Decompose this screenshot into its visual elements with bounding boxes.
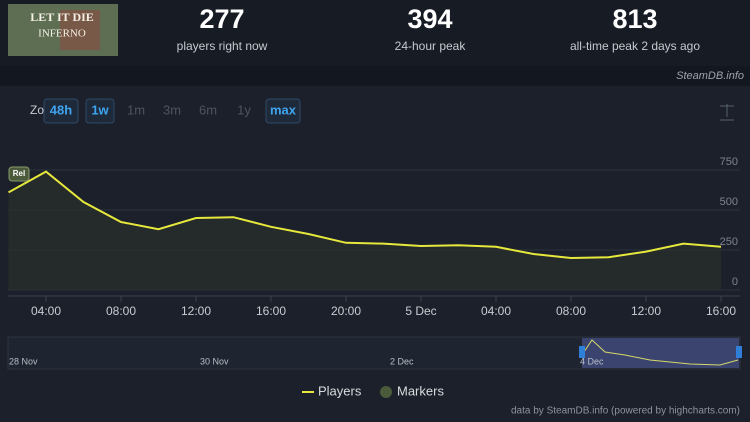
x-tick-label: 16:00 xyxy=(256,304,286,318)
navigator-label: 4 Dec xyxy=(580,356,604,366)
stat-label: 24-hour peak xyxy=(395,39,467,53)
zoom-button-label[interactable]: 3m xyxy=(163,102,181,117)
y-tick-label: 500 xyxy=(720,196,738,208)
marker-label[interactable]: Rel xyxy=(13,169,25,178)
logo-art xyxy=(60,10,100,50)
x-tick-label: 16:00 xyxy=(706,304,736,318)
stat-label: all-time peak 2 days ago xyxy=(570,39,700,53)
zoom-button[interactable] xyxy=(43,98,79,124)
x-tick-label: 12:00 xyxy=(181,304,211,318)
zoom-button-label[interactable]: 48h xyxy=(50,102,72,117)
zoom-button-label[interactable]: 1w xyxy=(91,102,109,117)
y-tick-label: 750 xyxy=(720,156,738,168)
source[interactable]: SteamDB.info xyxy=(676,70,744,82)
navigator-label: 2 Dec xyxy=(390,356,414,366)
x-tick-label: 5 Dec xyxy=(405,304,436,318)
x-tick-label: 20:00 xyxy=(331,304,361,318)
zoom-button-label[interactable]: 6m xyxy=(199,102,217,117)
navigator-line xyxy=(583,339,739,366)
x-tick-label: 04:00 xyxy=(31,304,61,318)
zoom-button[interactable] xyxy=(85,98,115,124)
stat-value: 813 xyxy=(612,4,657,34)
logo-text: INFERNO xyxy=(38,28,86,40)
legend-label[interactable]: Markers xyxy=(397,383,444,398)
x-tick-label: 12:00 xyxy=(631,304,661,318)
logo-text: LET IT DIE xyxy=(30,10,94,24)
zoom-button-label[interactable]: 1y xyxy=(237,102,251,117)
zoom-button[interactable] xyxy=(265,98,301,124)
zoom-button-label[interactable]: 1m xyxy=(127,102,145,117)
source-bar xyxy=(0,66,750,86)
y-tick-label: 250 xyxy=(720,236,738,248)
navigator-label: 30 Nov xyxy=(200,356,229,366)
stat-value: 277 xyxy=(199,4,244,34)
legend-label[interactable]: Players xyxy=(318,383,362,398)
navigator-handle[interactable] xyxy=(736,346,742,358)
stat-label: players right now xyxy=(177,39,268,53)
navigator-window[interactable] xyxy=(582,338,739,368)
credits[interactable]: data by SteamDB.info (powered by highcha… xyxy=(511,406,740,417)
y-tick-label: 0 xyxy=(732,276,738,288)
header-bg xyxy=(0,0,750,66)
navigator-handle[interactable] xyxy=(579,346,585,358)
legend-symbol xyxy=(380,386,392,398)
series-line xyxy=(8,170,722,260)
x-tick-label: 04:00 xyxy=(481,304,511,318)
x-tick-label: 08:00 xyxy=(556,304,586,318)
x-tick-label: 08:00 xyxy=(106,304,136,318)
series-area xyxy=(8,171,721,290)
navigator-label: 28 Nov xyxy=(9,356,38,366)
zoom-button-label[interactable]: max xyxy=(270,102,297,117)
marker-flag[interactable] xyxy=(8,166,30,182)
stat-value: 394 xyxy=(407,4,452,34)
